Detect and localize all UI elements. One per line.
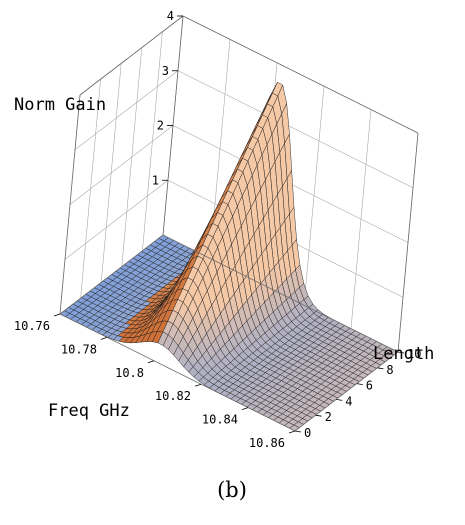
x-tick-label: 10.86: [249, 436, 285, 450]
z-tick-label: 4: [167, 9, 174, 23]
y-tick-label: 8: [386, 363, 393, 377]
box-edge: [182, 15, 419, 134]
y-axis-label: Length: [373, 344, 434, 364]
y-tick-label: 0: [304, 426, 311, 440]
x-tick-mark: [53, 313, 61, 317]
box-edge: [79, 15, 184, 96]
grid-line: [74, 70, 179, 150]
y-tick-mark: [356, 383, 363, 385]
grid-line: [69, 125, 174, 205]
z-tick-label: 2: [157, 119, 164, 133]
y-tick-mark: [377, 367, 384, 370]
z-axis-label: Norm Gain: [14, 95, 106, 115]
x-tick-mark: [194, 383, 202, 387]
x-tick-mark: [288, 430, 296, 434]
y-tick-label: 10: [407, 347, 421, 361]
grid-line: [303, 86, 325, 306]
x-axis-label: Freq GHz: [48, 401, 130, 421]
x-tick-label: 10.8: [115, 366, 144, 380]
x-tick-mark: [147, 360, 155, 364]
gain-surface: [59, 81, 399, 432]
figure-caption: (b): [217, 478, 247, 502]
z-tick-label: 1: [152, 173, 159, 187]
box-edge: [294, 351, 399, 432]
grid-line: [142, 31, 163, 251]
grid-line: [64, 180, 169, 260]
y-tick-mark: [315, 414, 322, 417]
x-tick-label: 10.78: [61, 342, 97, 356]
box-edge: [59, 234, 164, 315]
grid-line: [80, 79, 101, 299]
x-tick-label: 10.82: [155, 389, 191, 403]
y-tick-label: 4: [345, 394, 352, 408]
x-tick-label: 10.84: [202, 413, 238, 427]
box-edge: [162, 234, 399, 353]
z-tick-label: 3: [162, 64, 169, 78]
y-tick-mark: [336, 399, 343, 401]
y-tick-label: 2: [325, 410, 332, 424]
x-tick-mark: [100, 337, 108, 340]
y-tick-mark: [397, 351, 405, 354]
x-tick-label: 10.76: [14, 319, 50, 333]
y-tick-mark: [294, 430, 302, 433]
box-edge: [397, 132, 419, 353]
box-edge: [59, 313, 296, 432]
grid-line: [100, 63, 122, 283]
box-edge: [59, 94, 81, 315]
y-tick-label: 6: [366, 379, 373, 393]
grid-line: [177, 70, 414, 189]
grid-line: [121, 47, 143, 267]
x-tick-mark: [241, 407, 249, 410]
grid-line: [350, 109, 372, 329]
